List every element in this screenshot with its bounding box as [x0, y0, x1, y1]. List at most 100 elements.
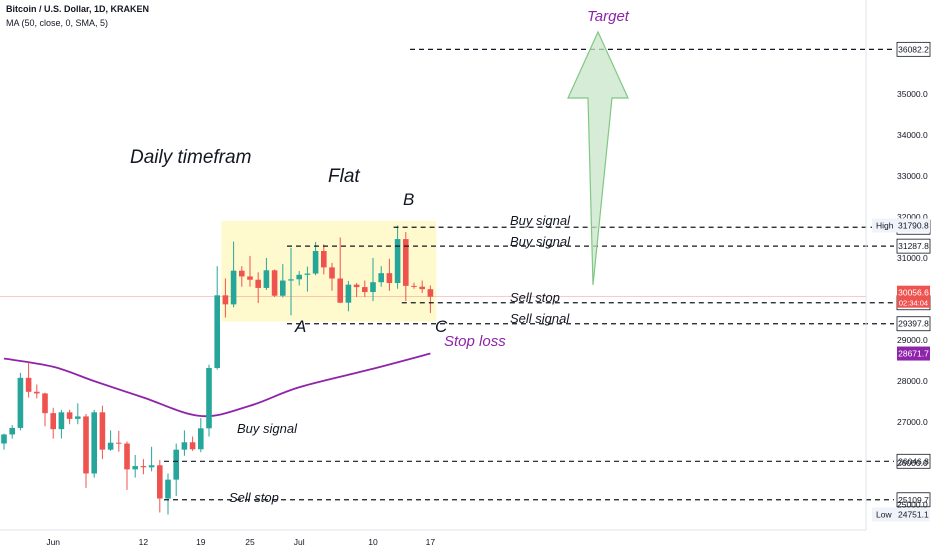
candle-body — [132, 466, 138, 470]
candle-body — [91, 412, 97, 474]
candle — [263, 257, 270, 290]
candle — [173, 443, 179, 497]
candle — [329, 262, 335, 291]
candle-body — [230, 270, 237, 305]
candle-body — [99, 412, 106, 450]
candle-body — [353, 284, 360, 288]
candle — [337, 237, 343, 304]
symbol-title[interactable]: Bitcoin / U.S. Dollar, 1D, KRAKEN — [6, 4, 150, 14]
candle-body — [378, 273, 384, 283]
y-tick-label: 32000.0 — [897, 212, 928, 222]
candle — [9, 425, 15, 439]
level-tag-box — [896, 492, 931, 508]
candle-body — [25, 377, 32, 392]
candle — [58, 409, 65, 439]
point-c-label: C — [435, 317, 448, 336]
target-arrow — [567, 30, 629, 286]
candle-body — [83, 416, 89, 474]
candle-body — [165, 479, 171, 499]
candle-body — [345, 284, 352, 303]
candle — [321, 244, 327, 275]
candle-body — [394, 239, 401, 284]
level-tag-label: 26046.8 — [898, 456, 929, 466]
candle-body — [17, 377, 24, 428]
candle-body — [1, 434, 7, 444]
candles-layer — [1, 225, 434, 515]
candle — [107, 430, 114, 451]
candle — [288, 247, 294, 316]
level-tag-box — [896, 316, 931, 332]
high-tag-value: 31790.8 — [898, 221, 929, 231]
target-arrow-layer — [567, 30, 629, 286]
candle — [214, 266, 220, 370]
candle-body — [329, 267, 335, 279]
low-tag-value: 24751.1 — [898, 509, 929, 519]
x-tick-label: 25 — [245, 537, 255, 547]
candle-body — [304, 273, 311, 275]
candle — [304, 266, 311, 292]
candle-body — [66, 412, 73, 419]
candle-body — [263, 270, 270, 288]
candle — [198, 418, 204, 453]
candle — [353, 283, 360, 297]
level-tag-box — [896, 41, 931, 57]
indicator-legend[interactable]: MA (50, close, 0, SMA, 5) — [6, 18, 109, 28]
candle-body — [321, 250, 327, 268]
ma-tag-box — [897, 346, 930, 361]
y-tick-label: 33000.0 — [897, 171, 928, 181]
candle-body — [173, 449, 179, 480]
y-tick-label: 29000.0 — [897, 335, 928, 345]
candle — [140, 459, 147, 475]
candle — [25, 362, 32, 398]
candle-body — [296, 274, 302, 280]
candle-body — [75, 416, 81, 419]
candle — [222, 278, 229, 318]
candle-body — [107, 442, 114, 450]
candle — [132, 455, 138, 478]
candle — [271, 269, 278, 297]
candle-body — [427, 289, 434, 297]
sell-stop-label-lower: Sell stop — [229, 490, 279, 505]
ma-tag-value: 28671.7 — [898, 349, 929, 359]
candle-body — [419, 286, 425, 290]
level-tag-label: 36082.2 — [898, 44, 929, 54]
flat-zone-box — [221, 221, 437, 322]
candle — [181, 430, 188, 456]
candle-body — [239, 270, 245, 277]
moving-average-layer — [3, 352, 431, 418]
current-price-value: 30056.6 — [898, 288, 929, 298]
x-tick-label: 17 — [426, 537, 436, 547]
buy-signal-label-middle: Buy signal — [510, 234, 571, 249]
sell-signal-label: Sell signal — [510, 311, 570, 326]
candle — [247, 255, 253, 287]
flat-zone-layer — [0, 221, 866, 322]
candle — [255, 272, 261, 304]
annotations-layer: Target Daily timefram Flat B A C Buy sig… — [130, 8, 630, 505]
candle — [345, 280, 352, 312]
candle — [239, 266, 245, 287]
candle-body — [403, 239, 409, 286]
candle — [362, 280, 368, 297]
candle — [165, 473, 171, 515]
candle-body — [411, 285, 417, 287]
candle — [296, 271, 302, 286]
x-tick-label: 19 — [196, 537, 206, 547]
candle — [66, 409, 73, 425]
current-price-countdown: 02:34:04 — [899, 299, 928, 308]
x-tick-label: 10 — [368, 537, 378, 547]
candle — [34, 384, 40, 399]
candle-body — [189, 442, 196, 450]
point-b-label: B — [403, 190, 414, 209]
stop-loss-annotation: Stop loss — [444, 333, 506, 350]
candle — [17, 372, 24, 431]
candle — [370, 257, 376, 302]
candle-body — [222, 295, 229, 305]
candle — [148, 446, 155, 472]
x-tick-label: 12 — [139, 537, 149, 547]
candle — [427, 285, 434, 313]
candle — [189, 436, 196, 451]
candle — [206, 364, 212, 437]
level-tag-label: 31287.8 — [898, 241, 929, 251]
